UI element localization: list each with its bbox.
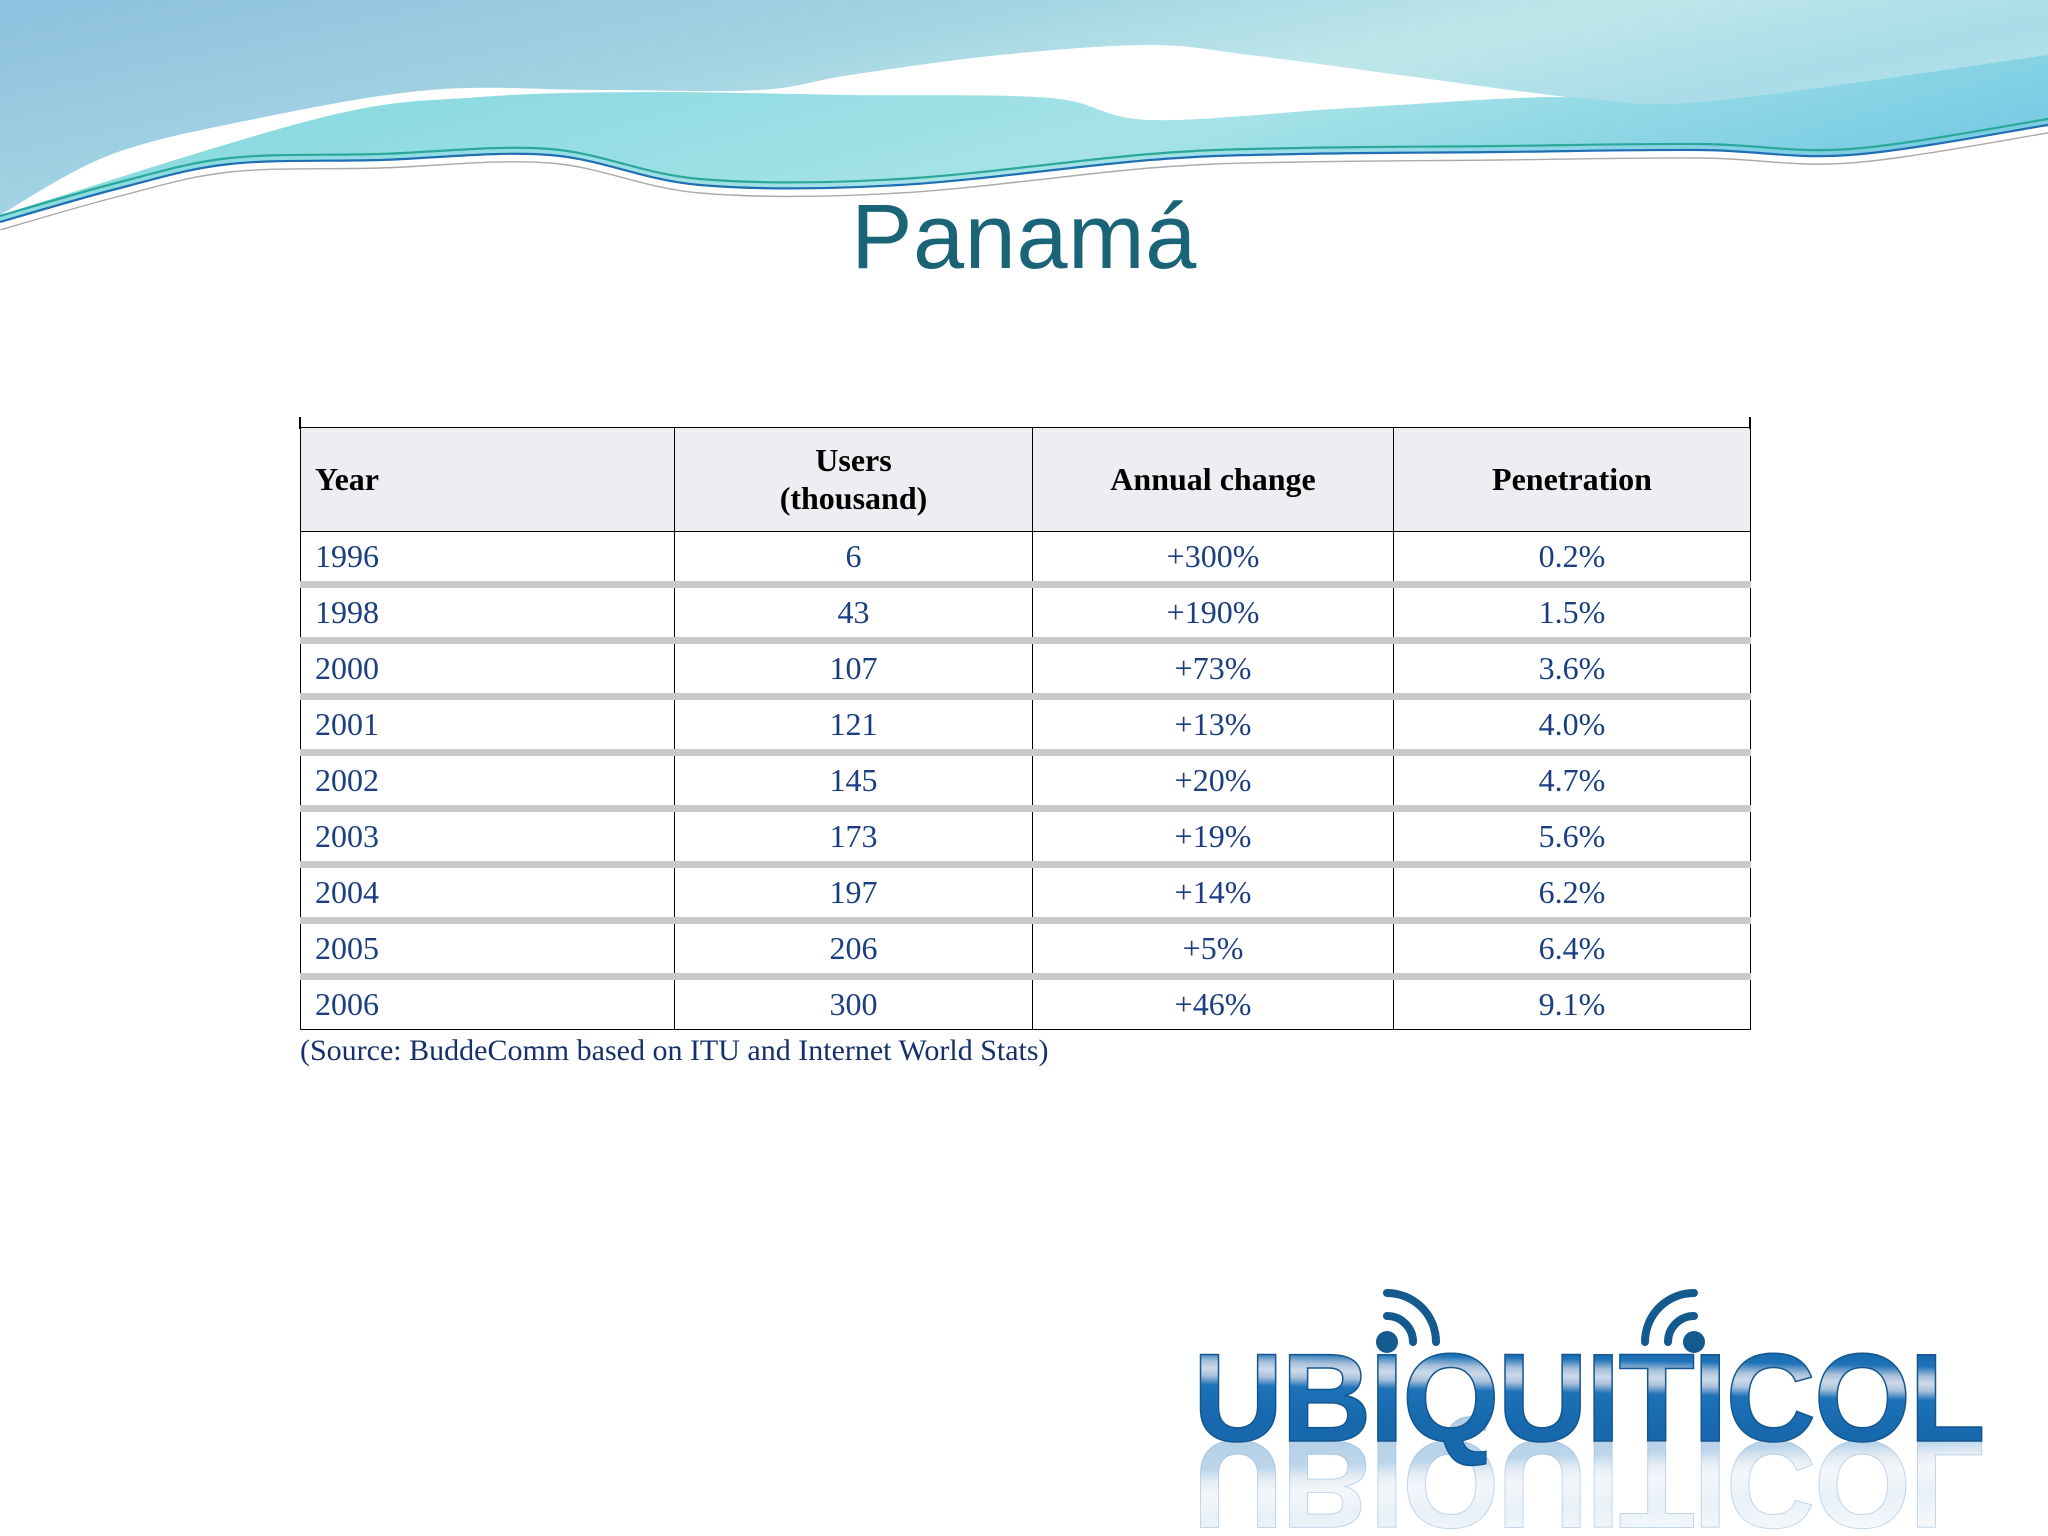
svg-text:UBIQUITICOL: UBIQUITICOL [1193,1329,1983,1468]
